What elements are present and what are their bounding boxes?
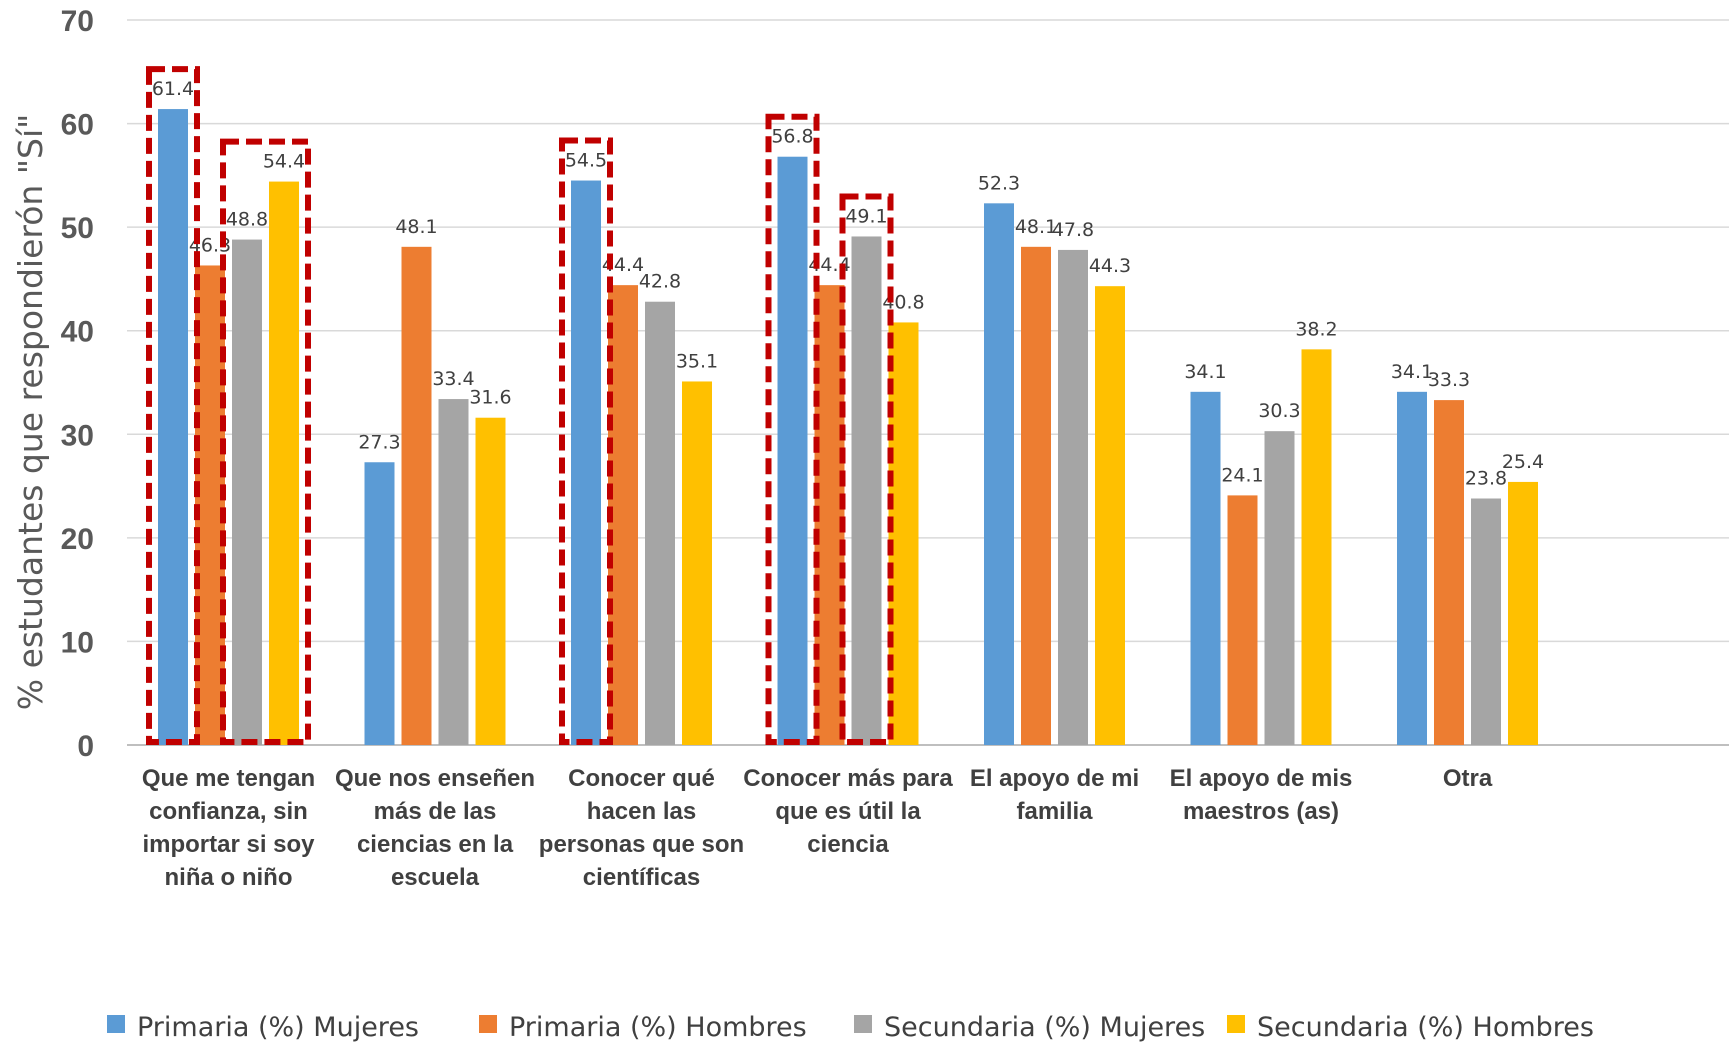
x-category-label: niña o niño: [165, 864, 293, 891]
x-category-label: que es útil la: [775, 798, 921, 825]
x-category-label: familia: [1016, 798, 1093, 825]
x-category-label: más de las: [374, 798, 497, 825]
bar: [645, 301, 675, 745]
legend-swatch: [479, 1015, 497, 1033]
legend-swatch: [1227, 1015, 1245, 1033]
x-category-label: Conocer más para: [743, 765, 953, 792]
bar: [984, 203, 1014, 746]
y-tick-label: 0: [77, 730, 94, 763]
data-labels: 61.446.348.854.427.348.133.431.654.544.4…: [152, 78, 1544, 489]
legend-swatch: [854, 1015, 872, 1033]
data-label: 33.3: [1428, 369, 1470, 391]
data-label: 24.1: [1221, 464, 1263, 486]
data-label: 38.2: [1295, 318, 1337, 340]
data-label: 44.3: [1089, 255, 1131, 277]
data-label: 49.1: [845, 205, 887, 227]
bar: [232, 239, 262, 746]
legend-label: Secundaria (%) Hombres: [1257, 1012, 1594, 1043]
bar: [682, 381, 712, 745]
bar: [401, 246, 432, 746]
y-tick-label: 10: [61, 626, 94, 659]
x-category-label: Que me tengan: [142, 765, 315, 792]
x-category-label: científicas: [583, 864, 700, 891]
bar: [475, 417, 506, 745]
bar: [269, 181, 299, 746]
bar: [1301, 349, 1332, 745]
bar: [158, 109, 188, 746]
y-tick-label: 30: [61, 419, 94, 452]
data-label: 54.4: [263, 151, 305, 173]
x-category-label: hacen las: [587, 798, 696, 825]
y-axis-ticks: 0 10 20 30 40 50 60 70: [61, 5, 94, 763]
data-label: 42.8: [639, 271, 681, 293]
bar: [364, 462, 395, 745]
x-axis-categories: Que me tengan confianza, sin importar si s…: [142, 765, 1493, 891]
y-axis-title: % estudantes que respondierón "Sí": [11, 114, 50, 711]
data-label: 30.3: [1258, 400, 1300, 422]
x-category-label: maestros (as): [1183, 798, 1339, 825]
legend-swatch: [107, 1015, 125, 1033]
data-label: 27.3: [358, 431, 400, 453]
data-label: 52.3: [978, 172, 1020, 194]
x-category-label: ciencias en la: [357, 831, 514, 858]
data-label: 48.1: [1015, 216, 1057, 238]
legend: Primaria (%) Mujeres Primaria (%) Hombres…: [107, 1012, 1594, 1043]
x-category-label: Que nos enseñen: [335, 765, 535, 792]
x-category-label: escuela: [391, 864, 480, 891]
data-label: 35.1: [676, 350, 718, 372]
legend-label: Primaria (%) Mujeres: [137, 1012, 419, 1043]
highlight-box: [220, 138, 311, 746]
bar: [1227, 495, 1258, 745]
y-tick-label: 50: [61, 212, 94, 245]
data-label: 23.8: [1465, 468, 1507, 490]
bars: [158, 109, 1538, 746]
bar: [1471, 498, 1501, 745]
bar: [1434, 400, 1464, 745]
highlight-box: [559, 137, 613, 746]
x-category-label: El apoyo de mis: [1170, 765, 1353, 792]
data-label: 61.4: [152, 78, 194, 100]
bar: [851, 236, 882, 745]
x-category-label: personas que son: [539, 831, 744, 858]
data-label: 25.4: [1502, 451, 1544, 473]
y-tick-label: 70: [61, 5, 94, 38]
x-category-label: importar si soy: [142, 831, 315, 858]
x-category-label: El apoyo de mi: [970, 765, 1139, 792]
x-category-label: confianza, sin: [149, 798, 308, 825]
x-category-label: ciencia: [807, 831, 889, 858]
bar: [1095, 286, 1125, 745]
data-label: 48.8: [226, 209, 268, 231]
bar: [1397, 391, 1427, 745]
y-tick-label: 20: [61, 523, 94, 556]
data-label: 47.8: [1052, 219, 1094, 241]
legend-label: Secundaria (%) Mujeres: [884, 1012, 1205, 1043]
highlight-boxes: [146, 66, 894, 746]
highlight-box: [765, 113, 820, 745]
data-label: 56.8: [771, 126, 813, 148]
data-label: 31.6: [469, 387, 511, 409]
x-category-label: Otra: [1443, 765, 1493, 792]
data-label: 54.5: [565, 150, 607, 172]
highlight-box: [146, 66, 200, 746]
bar: [1190, 391, 1221, 745]
data-label: 34.1: [1184, 361, 1226, 383]
bar: [571, 180, 601, 746]
bar: [1021, 246, 1051, 746]
bar: [1264, 431, 1295, 745]
bar: [1508, 481, 1538, 745]
bar: [777, 156, 808, 745]
bar: [438, 399, 469, 745]
data-label: 48.1: [395, 216, 437, 238]
bar: [1058, 249, 1088, 745]
highlight-box: [839, 193, 894, 745]
legend-label: Primaria (%) Hombres: [509, 1012, 807, 1043]
data-label: 33.4: [432, 368, 474, 390]
x-category-label: Conocer qué: [568, 765, 715, 792]
data-label: 34.1: [1391, 361, 1433, 383]
y-tick-label: 60: [61, 109, 94, 142]
y-tick-label: 40: [61, 316, 94, 349]
